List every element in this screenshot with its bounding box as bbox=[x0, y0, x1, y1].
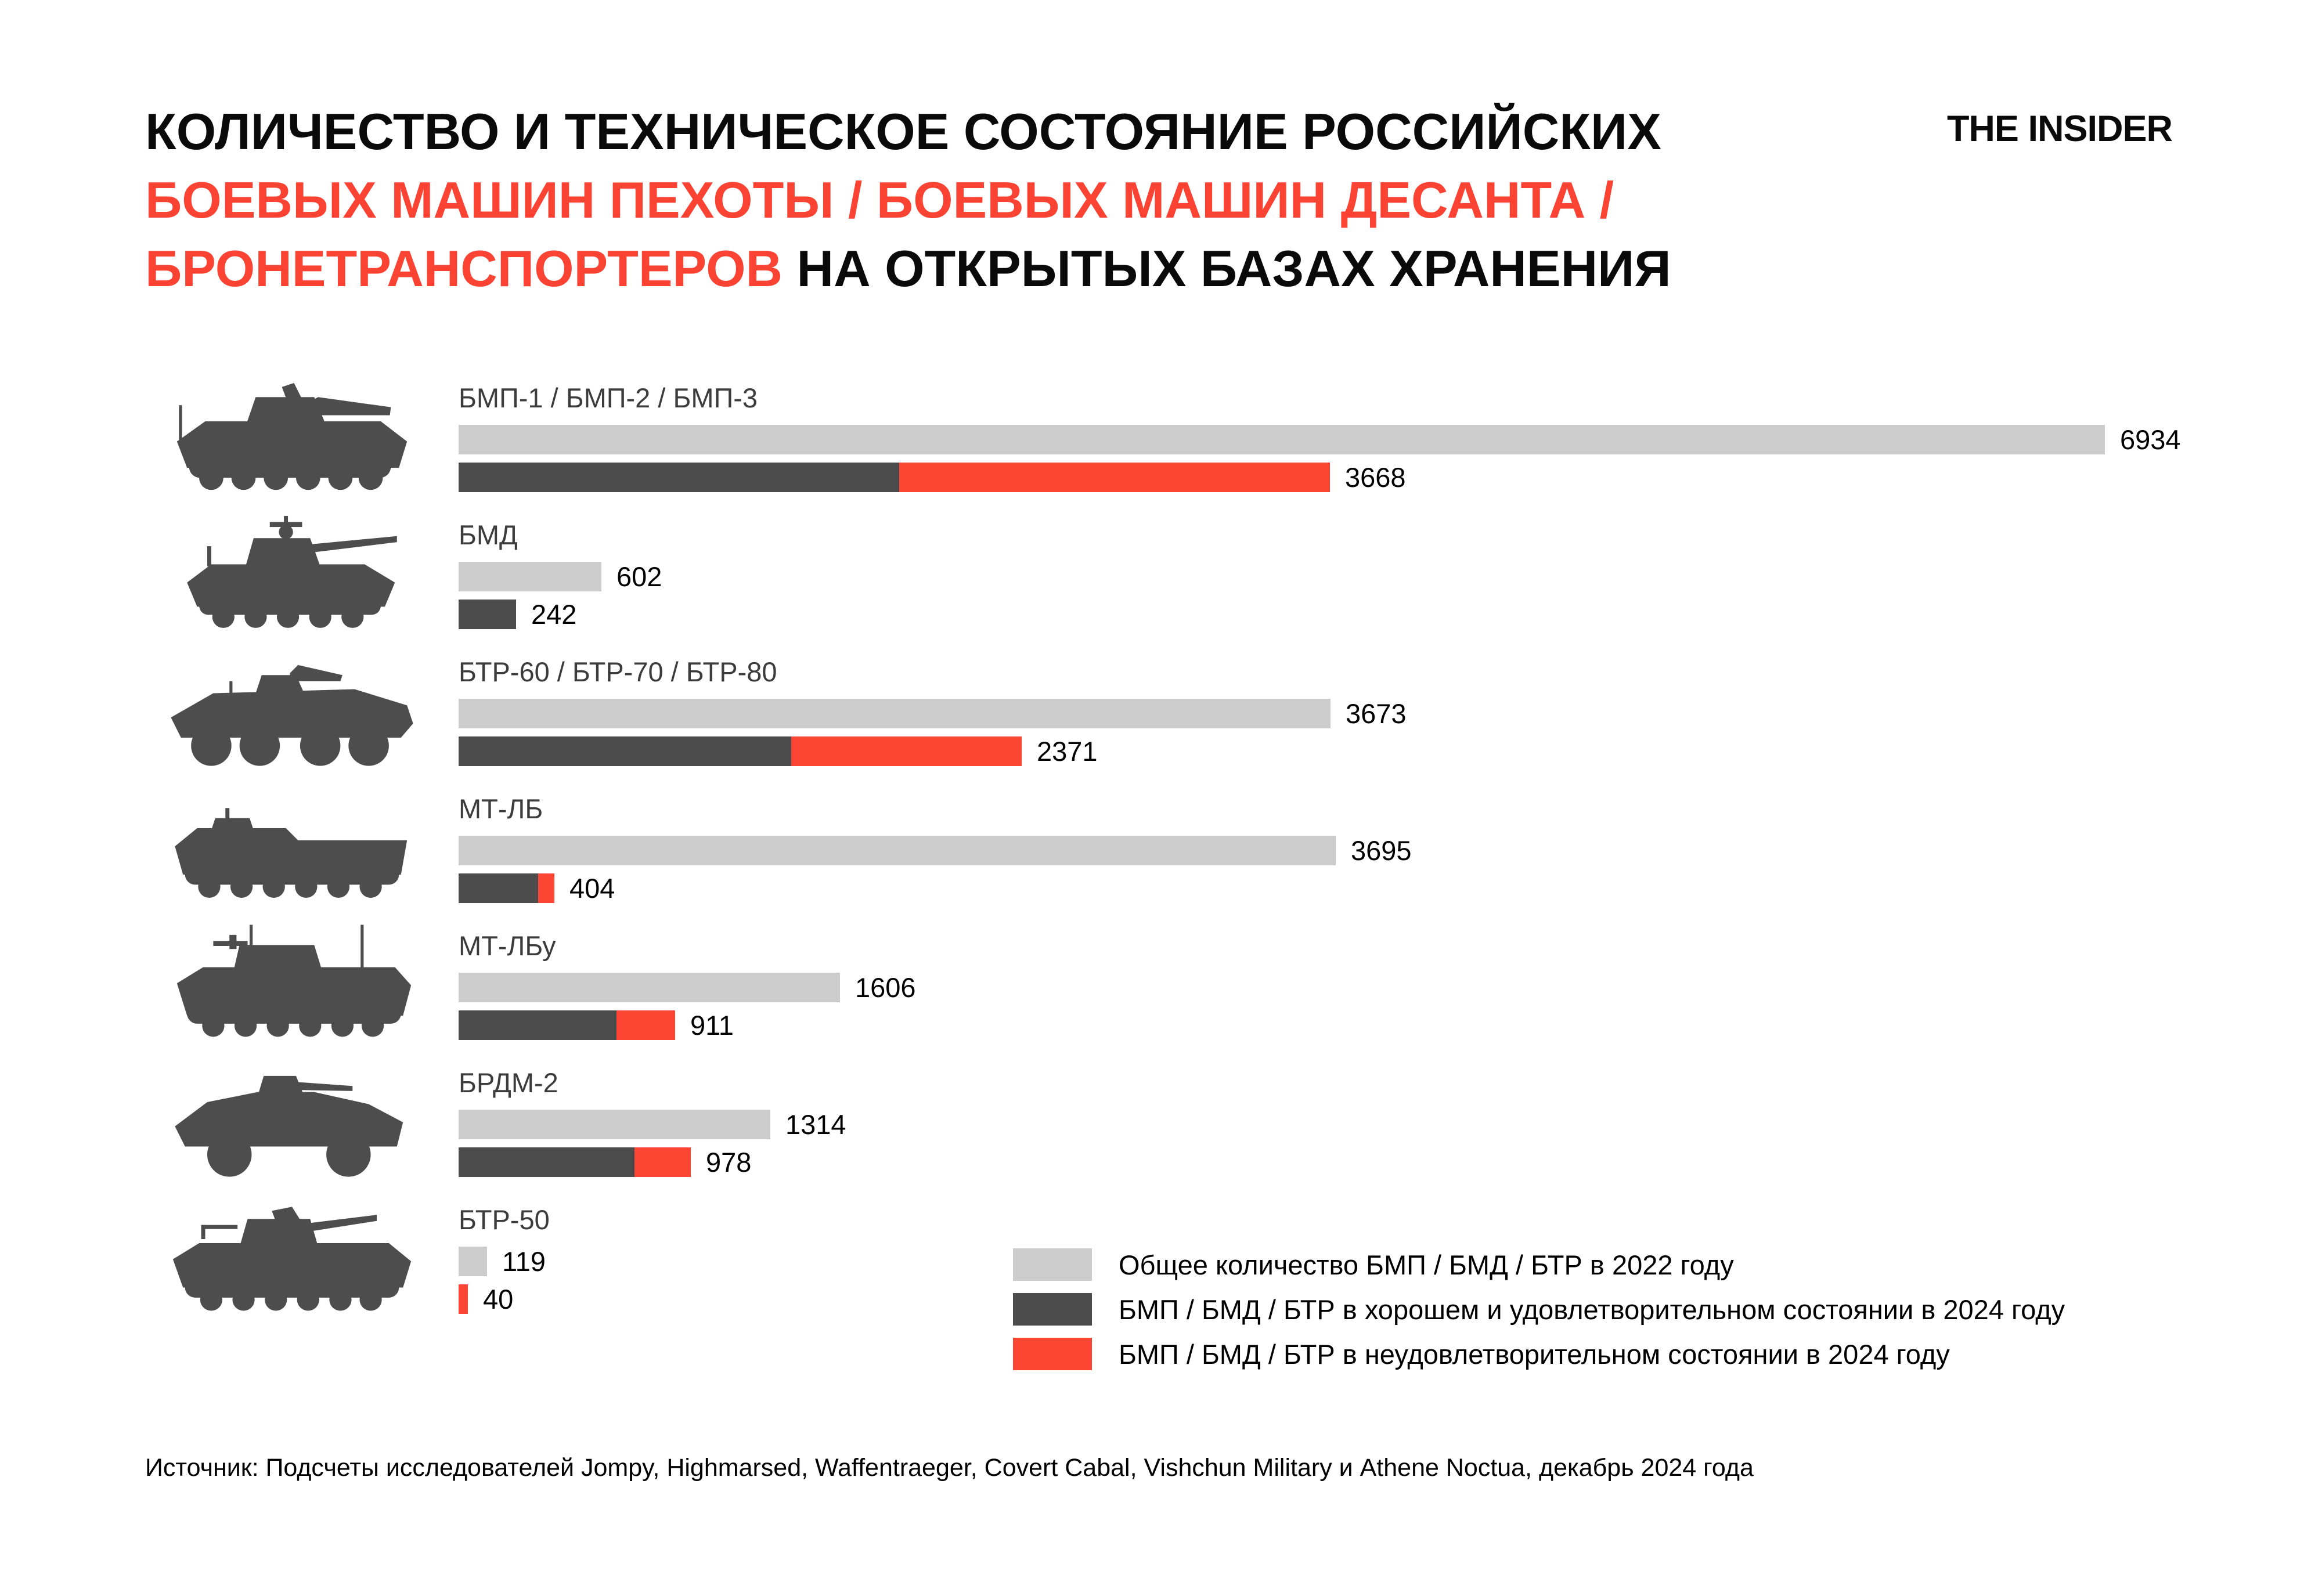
title-line-3-black-text: НА ОТКРЫТЫХ БАЗАХ ХРАНЕНИЯ bbox=[783, 240, 1671, 297]
title-line-2-text: БОЕВЫХ МАШИН ПЕХОТЫ / БОЕВЫХ МАШИН ДЕСАН… bbox=[145, 171, 1614, 229]
vehicle-row: МТ-ЛБу 1606 911 bbox=[134, 925, 2281, 1050]
bad-2024-segment bbox=[791, 736, 1022, 766]
total-2022-value: 3673 bbox=[1346, 698, 1407, 729]
total-2024-value: 40 bbox=[483, 1284, 514, 1315]
total-2022-bar bbox=[459, 836, 1336, 865]
brdm2-icon bbox=[174, 1075, 403, 1177]
bad-2024-segment bbox=[616, 1010, 675, 1040]
legend-item-total-2022: Общее количество БМП / БМД / БТР в 2022 … bbox=[1013, 1248, 2065, 1281]
total-2022-value: 3695 bbox=[1351, 835, 1412, 866]
btr80-icon bbox=[170, 665, 413, 766]
legend-item-good-2024: БМП / БМД / БТР в хорошем и удовлетворит… bbox=[1013, 1293, 2065, 1326]
vehicle-icon-slot bbox=[134, 786, 450, 917]
total-2022-value: 1314 bbox=[785, 1109, 846, 1140]
vehicle-label: БТР-50 bbox=[459, 1204, 550, 1235]
vehicle-icon-slot bbox=[134, 923, 450, 1054]
legend: Общее количество БМП / БМД / БТР в 2022 … bbox=[1013, 1248, 2065, 1382]
total-2024-value: 978 bbox=[706, 1147, 752, 1178]
legend-label-good-2024: БМП / БМД / БТР в хорошем и удовлетворит… bbox=[1119, 1294, 2065, 1325]
total-2022-bar bbox=[459, 973, 840, 1002]
legend-item-bad-2024: БМП / БМД / БТР в неудовлетворительном с… bbox=[1013, 1338, 2065, 1370]
condition-2024-bar bbox=[459, 1147, 691, 1177]
vehicle-row: БМД 602 242 bbox=[134, 515, 2281, 639]
bmp-icon bbox=[176, 382, 407, 490]
condition-2024-bar bbox=[459, 463, 1330, 492]
vehicle-icon-slot bbox=[134, 375, 450, 506]
vehicle-row: БМП-1 / БМП-2 / БМП-3 6934 3668 bbox=[134, 383, 2281, 502]
bad-2024-segment bbox=[899, 463, 1330, 492]
total-2024-value: 242 bbox=[531, 599, 577, 630]
title-line-1: КОЛИЧЕСТВО И ТЕХНИЧЕСКОЕ СОСТОЯНИЕ РОССИ… bbox=[145, 98, 1933, 166]
total-2022-value: 1606 bbox=[855, 972, 916, 1003]
mtlbu-icon bbox=[176, 925, 411, 1037]
total-2024-value: 2371 bbox=[1037, 736, 1098, 767]
total-2024-value: 404 bbox=[569, 873, 615, 904]
total-2022-bar bbox=[459, 699, 1331, 728]
good-2024-segment bbox=[459, 1010, 616, 1040]
vehicle-icon-slot bbox=[134, 1060, 450, 1191]
bar-chart: БМП-1 / БМП-2 / БМП-3 6934 3668 bbox=[134, 383, 2281, 1346]
title-line-3-red-text: БРОНЕТРАНСПОРТЕРОВ bbox=[145, 240, 783, 297]
total-2022-value: 6934 bbox=[2120, 424, 2181, 455]
vehicle-row: БТР-50 119 40 bbox=[134, 1205, 2281, 1324]
vehicle-label: МТ-ЛБ bbox=[459, 793, 543, 824]
the-insider-logo: THE INSIDER bbox=[1946, 109, 2173, 149]
condition-2024-bar bbox=[459, 600, 516, 629]
vehicle-label: БТР-60 / БТР-70 / БТР-80 bbox=[459, 656, 777, 687]
title-line-1-text: КОЛИЧЕСТВО И ТЕХНИЧЕСКОЕ СОСТОЯНИЕ РОССИ… bbox=[145, 103, 1661, 160]
total-2022-bar bbox=[459, 562, 601, 591]
page-title: КОЛИЧЕСТВО И ТЕХНИЧЕСКОЕ СОСТОЯНИЕ РОССИ… bbox=[145, 98, 1933, 303]
good-2024-segment bbox=[459, 600, 516, 629]
condition-2024-bar bbox=[459, 736, 1022, 766]
vehicle-row: МТ-ЛБ 3695 404 bbox=[134, 794, 2281, 913]
total-2024-value: 3668 bbox=[1345, 462, 1406, 493]
vehicle-row: БТР-60 / БТР-70 / БТР-80 3673 2371 bbox=[134, 657, 2281, 776]
title-line-3: БРОНЕТРАНСПОРТЕРОВ НА ОТКРЫТЫХ БАЗАХ ХРА… bbox=[145, 234, 1933, 303]
condition-2024-bar bbox=[459, 1010, 675, 1040]
vehicle-label: БРДМ-2 bbox=[459, 1067, 558, 1098]
total-2022-bar bbox=[459, 425, 2105, 454]
bmd-icon bbox=[186, 515, 397, 628]
legend-label-bad-2024: БМП / БМД / БТР в неудовлетворительном с… bbox=[1119, 1338, 1950, 1370]
vehicle-label: МТ-ЛБу bbox=[459, 930, 556, 961]
vehicle-label: БМП-1 / БМП-2 / БМП-3 bbox=[459, 382, 758, 413]
total-2024-value: 911 bbox=[690, 1010, 734, 1041]
legend-swatch-red bbox=[1013, 1338, 1092, 1370]
good-2024-segment bbox=[459, 1147, 634, 1177]
legend-swatch-dark bbox=[1013, 1293, 1092, 1326]
bad-2024-segment bbox=[538, 873, 554, 903]
vehicle-label: БМД bbox=[459, 519, 518, 550]
total-2022-value: 119 bbox=[502, 1246, 546, 1277]
legend-label-total-2022: Общее количество БМП / БМД / БТР в 2022 … bbox=[1119, 1249, 1734, 1280]
title-line-2: БОЕВЫХ МАШИН ПЕХОТЫ / БОЕВЫХ МАШИН ДЕСАН… bbox=[145, 166, 1933, 234]
mtlb-icon bbox=[174, 808, 407, 898]
good-2024-segment bbox=[459, 463, 899, 492]
vehicle-icon-slot bbox=[134, 512, 450, 643]
good-2024-segment bbox=[459, 736, 791, 766]
vehicle-row: БРДМ-2 1314 978 bbox=[134, 1068, 2281, 1187]
bad-2024-segment bbox=[459, 1284, 468, 1314]
condition-2024-bar bbox=[459, 873, 554, 903]
total-2022-bar bbox=[459, 1247, 487, 1276]
source-note: Источник: Подсчеты исследователей Jompy,… bbox=[145, 1454, 1754, 1482]
total-2022-bar bbox=[459, 1110, 770, 1139]
good-2024-segment bbox=[459, 873, 538, 903]
condition-2024-bar bbox=[459, 1284, 468, 1314]
bad-2024-segment bbox=[634, 1147, 691, 1177]
vehicle-icon-slot bbox=[134, 649, 450, 780]
btr50-icon bbox=[172, 1207, 411, 1311]
vehicle-icon-slot bbox=[134, 1197, 450, 1328]
total-2022-value: 602 bbox=[616, 561, 662, 592]
legend-swatch-gray bbox=[1013, 1248, 1092, 1281]
